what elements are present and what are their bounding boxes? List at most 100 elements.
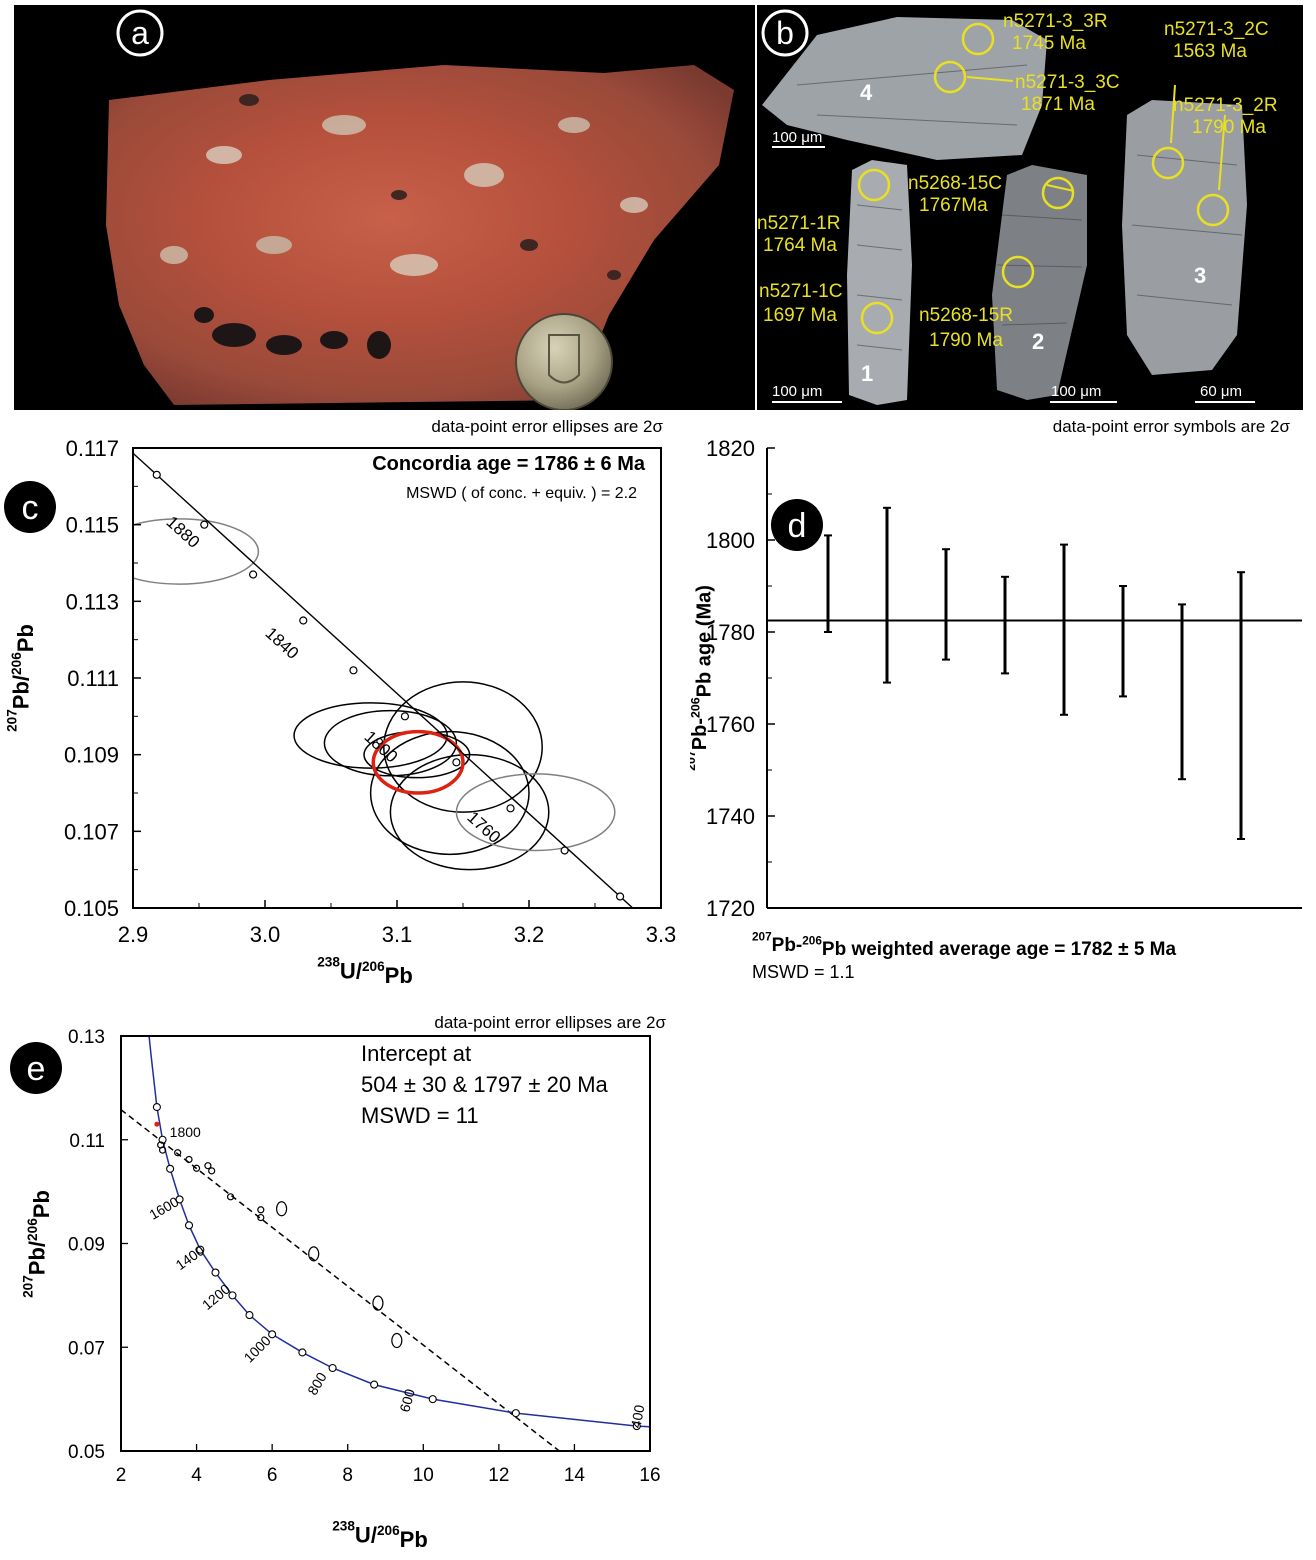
panel-label: e <box>27 1050 46 1088</box>
label-age: 1745 Ma <box>1012 33 1086 54</box>
concordia-tick-point <box>152 470 161 479</box>
error-ellipse <box>308 1246 320 1262</box>
chart-title: Concordia age = 1786 ± 6 Ma <box>372 453 646 475</box>
label-age: 1563 Ma <box>1173 41 1247 62</box>
concordia-age-label: 800 <box>304 1369 330 1397</box>
concordia-tick-point <box>200 520 209 529</box>
scale-bar-label: 100 μm <box>772 383 822 400</box>
scale-bar-label: 100 μm <box>772 129 822 146</box>
label-sample: n5268-15R <box>919 305 1013 326</box>
y-tick-label: 1820 <box>706 436 755 461</box>
concordia-tick-point <box>299 616 308 625</box>
y-tick-label: 1800 <box>706 528 755 553</box>
x-tick-label: 6 <box>267 1465 278 1486</box>
error-ellipse <box>133 518 260 585</box>
panel-label-badge <box>4 481 56 533</box>
error-ellipse <box>257 1213 265 1222</box>
x-tick-label: 2.9 <box>118 922 149 947</box>
concordia-tick-point <box>175 1195 184 1204</box>
intercept-annotation: MSWD = 11 <box>361 1103 479 1128</box>
concordia-tick-point <box>506 804 515 813</box>
concordia-tick-point <box>268 1330 277 1339</box>
error-ellipse <box>275 1201 288 1217</box>
grain-number: 1 <box>861 361 873 386</box>
scale-bar-label: 60 μm <box>1200 383 1242 400</box>
y-tick-label: 0.113 <box>66 589 119 614</box>
concordia-age-label: 1840 <box>262 624 303 664</box>
error-ellipse <box>257 1206 265 1214</box>
concordia-tick-point <box>632 1422 641 1431</box>
y-tick-label: 0.117 <box>66 436 119 461</box>
error-ellipse <box>455 773 616 852</box>
concordia-tick-point <box>196 1245 205 1254</box>
concordia-age-label: 1200 <box>199 1280 233 1312</box>
chart-subtitle: MSWD = 1.1 <box>752 962 855 982</box>
concordia-tick-point <box>184 1221 194 1230</box>
label-sample: n5271-3_3C <box>1015 72 1120 93</box>
panel-label-badge <box>10 1042 62 1094</box>
y-tick-label: 0.11 <box>69 1131 105 1152</box>
y-tick-label: 1740 <box>706 804 755 829</box>
error-ellipse <box>323 709 458 777</box>
concordia-tick-point <box>249 570 258 579</box>
panel-label-a: a <box>116 9 164 57</box>
label-age: 1790 Ma <box>1192 117 1266 138</box>
concordia-age-label: 600 <box>396 1387 418 1414</box>
x-tick-label: 12 <box>488 1465 509 1486</box>
chart-note: data-point error ellipses are 2σ <box>431 417 663 436</box>
y-tick-label: 0.107 <box>64 819 119 844</box>
x-tick-label: 10 <box>413 1465 434 1486</box>
label-age: 1871 Ma <box>1021 94 1095 115</box>
concordia-tick-point <box>511 1409 520 1418</box>
panel-label-badge <box>771 499 823 551</box>
plot-area <box>133 452 634 908</box>
panel-label-b: b <box>761 9 809 57</box>
concordia-age-label: 1800 <box>170 1124 201 1140</box>
concordia-tick-point <box>452 758 461 767</box>
error-ellipse <box>174 1149 182 1157</box>
concordia-age-label: 1880 <box>163 512 204 552</box>
zircon-grain-2 <box>992 165 1087 400</box>
y-tick-label: 0.09 <box>68 1235 105 1256</box>
concordia-age-label: 1000 <box>241 1332 274 1365</box>
concordia-tick-point <box>245 1311 254 1320</box>
zircon-grain-1 <box>847 160 912 405</box>
coin-emblem <box>548 334 580 384</box>
concordia-tick-point <box>560 846 569 855</box>
y-axis-label: 207Pb/206Pb <box>4 624 38 732</box>
chart-title: 207Pb-206Pb weighted average age = 1782 … <box>752 931 1176 960</box>
y-tick-label: 1720 <box>706 896 755 921</box>
x-tick-label: 3.3 <box>646 922 677 947</box>
x-tick-label: 3.2 <box>514 922 545 947</box>
y-axis-label: 207Pb/206Pb <box>20 1190 54 1298</box>
concordia-chart-c: data-point error ellipses are 2σ 1880 1840… <box>0 412 700 994</box>
x-tick-label: 8 <box>342 1465 353 1486</box>
panel-label: d <box>788 507 807 545</box>
error-ellipse <box>383 681 543 813</box>
label-sample: n5268-15C <box>908 173 1002 194</box>
x-tick-label: 4 <box>191 1465 202 1486</box>
y-axis-label: 207Pb-206Pb age (Ma) <box>690 585 715 771</box>
y-tick-label: 0.105 <box>64 896 119 921</box>
y-tick-label: 0.05 <box>68 1442 105 1463</box>
label-sample: n5271-3_3R <box>1003 11 1108 32</box>
error-ellipse <box>391 1332 403 1349</box>
discordia-chart-e: data-point error ellipses are 2σ 1800 1600… <box>0 998 700 1555</box>
zircon-grains <box>762 17 1255 405</box>
svg-text:a: a <box>131 15 149 51</box>
chart-note: data-point error symbols are 2σ <box>1053 417 1291 436</box>
x-tick-label: 14 <box>564 1465 586 1486</box>
concordia-tick-point <box>615 892 625 901</box>
concordia-tick-point <box>328 1363 337 1373</box>
error-ellipse <box>158 1146 167 1154</box>
zircon-annotations: n5271-3_3R 1745 Ma n5271-3_3C 1871 Ma n5… <box>757 9 1278 400</box>
concordia-curve <box>133 452 634 908</box>
y-tick-label: 1780 <box>706 620 755 645</box>
x-axis-label: 238U/206Pb <box>332 1518 428 1552</box>
concordia-tick-point <box>370 1380 379 1389</box>
label-sample: n5271-3_2C <box>1164 19 1269 40</box>
chart-note: data-point error ellipses are 2σ <box>434 1013 666 1032</box>
error-ellipse <box>185 1155 193 1164</box>
rock-speckles <box>160 94 648 280</box>
x-tick-label: 16 <box>639 1465 660 1486</box>
